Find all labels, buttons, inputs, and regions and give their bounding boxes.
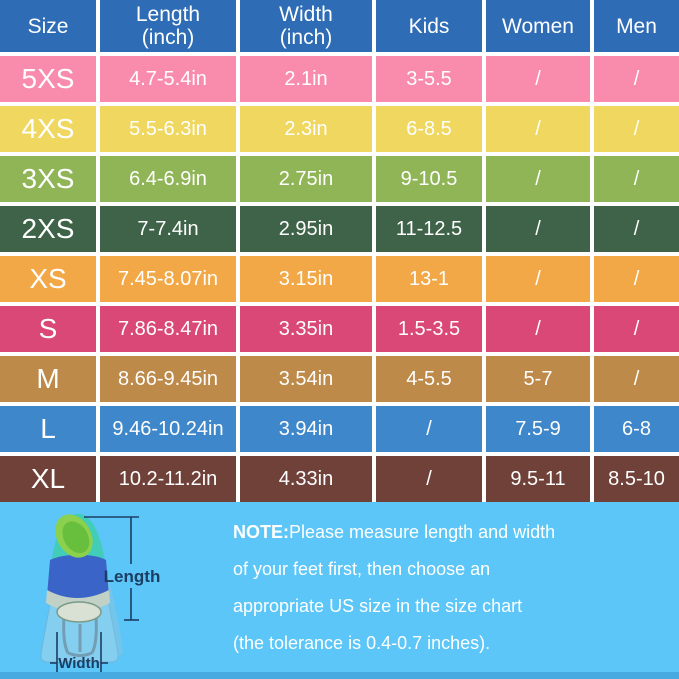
width-cell: 2.75in xyxy=(240,156,372,202)
length-cell: 10.2-11.2in xyxy=(100,456,236,502)
length-cell: 7.45-8.07in xyxy=(100,256,236,302)
table-row-4xs: 4XS 5.5-6.3in 2.3in 6-8.5 / / xyxy=(0,106,679,152)
size-cell: M xyxy=(0,356,96,402)
size-cell: XL xyxy=(0,456,96,502)
column-header-women: Women xyxy=(486,0,590,52)
size-cell: XS xyxy=(0,256,96,302)
kids-cell: 9-10.5 xyxy=(376,156,482,202)
width-cell: 3.35in xyxy=(240,306,372,352)
note-label: NOTE: xyxy=(233,522,289,542)
length-cell: 7-7.4in xyxy=(100,206,236,252)
table-row-m: M 8.66-9.45in 3.54in 4-5.5 5-7 / xyxy=(0,356,679,402)
women-cell: / xyxy=(486,306,590,352)
measurement-note-section: Length Width NOTE:Please measure length … xyxy=(0,502,679,679)
column-header-length: Length (inch) xyxy=(100,0,236,52)
length-label: Length xyxy=(104,567,161,586)
table-row-xl: XL 10.2-11.2in 4.33in / 9.5-11 8.5-10 xyxy=(0,456,679,502)
table-row-5xs: 5XS 4.7-5.4in 2.1in 3-5.5 / / xyxy=(0,56,679,102)
table-row-l: L 9.46-10.24in 3.94in / 7.5-9 6-8 xyxy=(0,406,679,452)
size-cell: 5XS xyxy=(0,56,96,102)
kids-cell: 1.5-3.5 xyxy=(376,306,482,352)
kids-cell: 11-12.5 xyxy=(376,206,482,252)
women-cell: 7.5-9 xyxy=(486,406,590,452)
men-cell: / xyxy=(594,156,679,202)
fin-measure-diagram: Length Width xyxy=(2,504,230,679)
women-cell: 9.5-11 xyxy=(486,456,590,502)
width-cell: 2.3in xyxy=(240,106,372,152)
width-cell: 2.1in xyxy=(240,56,372,102)
women-cell: / xyxy=(486,56,590,102)
width-cell: 4.33in xyxy=(240,456,372,502)
men-cell: 8.5-10 xyxy=(594,456,679,502)
column-header-size: Size xyxy=(0,0,96,52)
table-row-2xs: 2XS 7-7.4in 2.95in 11-12.5 / / xyxy=(0,206,679,252)
kids-cell: 3-5.5 xyxy=(376,56,482,102)
women-cell: / xyxy=(486,156,590,202)
note-line-3: appropriate US size in the size chart xyxy=(233,596,523,616)
size-cell: 2XS xyxy=(0,206,96,252)
women-cell: / xyxy=(486,206,590,252)
kids-cell: 4-5.5 xyxy=(376,356,482,402)
note-line-2: of your feet first, then choose an xyxy=(233,559,491,579)
length-cell: 5.5-6.3in xyxy=(100,106,236,152)
bottom-edge-strip xyxy=(0,672,679,679)
width-cell: 3.94in xyxy=(240,406,372,452)
table-row-s: S 7.86-8.47in 3.35in 1.5-3.5 / / xyxy=(0,306,679,352)
women-cell: 5-7 xyxy=(486,356,590,402)
men-cell: / xyxy=(594,106,679,152)
size-table: Size Length (inch) Width (inch) Kids Wom… xyxy=(0,0,679,502)
women-cell: / xyxy=(486,256,590,302)
men-cell: / xyxy=(594,256,679,302)
men-cell: / xyxy=(594,206,679,252)
length-cell: 7.86-8.47in xyxy=(100,306,236,352)
note-line-1: NOTE:Please measure length and width xyxy=(233,522,556,542)
swim-fin-icon: Length Width xyxy=(40,513,161,672)
width-label: Width xyxy=(58,655,100,672)
column-header-men: Men xyxy=(594,0,679,52)
men-cell: / xyxy=(594,306,679,352)
kids-cell: / xyxy=(376,406,482,452)
table-header-row: Size Length (inch) Width (inch) Kids Wom… xyxy=(0,0,679,52)
kids-cell: / xyxy=(376,456,482,502)
size-cell: 4XS xyxy=(0,106,96,152)
note-line-4: (the tolerance is 0.4-0.7 inches). xyxy=(233,633,491,653)
kids-cell: 6-8.5 xyxy=(376,106,482,152)
kids-cell: 13-1 xyxy=(376,256,482,302)
size-cell: S xyxy=(0,306,96,352)
length-cell: 8.66-9.45in xyxy=(100,356,236,402)
length-cell: 9.46-10.24in xyxy=(100,406,236,452)
measurement-note: NOTE:Please measure length and width of … xyxy=(233,514,613,662)
length-cell: 4.7-5.4in xyxy=(100,56,236,102)
women-cell: / xyxy=(486,106,590,152)
width-cell: 2.95in xyxy=(240,206,372,252)
men-cell: / xyxy=(594,56,679,102)
table-row-xs: XS 7.45-8.07in 3.15in 13-1 / / xyxy=(0,256,679,302)
width-cell: 3.15in xyxy=(240,256,372,302)
column-header-kids: Kids xyxy=(376,0,482,52)
length-cell: 6.4-6.9in xyxy=(100,156,236,202)
size-cell: L xyxy=(0,406,96,452)
size-cell: 3XS xyxy=(0,156,96,202)
column-header-width: Width (inch) xyxy=(240,0,372,52)
table-row-3xs: 3XS 6.4-6.9in 2.75in 9-10.5 / / xyxy=(0,156,679,202)
men-cell: / xyxy=(594,356,679,402)
width-cell: 3.54in xyxy=(240,356,372,402)
men-cell: 6-8 xyxy=(594,406,679,452)
